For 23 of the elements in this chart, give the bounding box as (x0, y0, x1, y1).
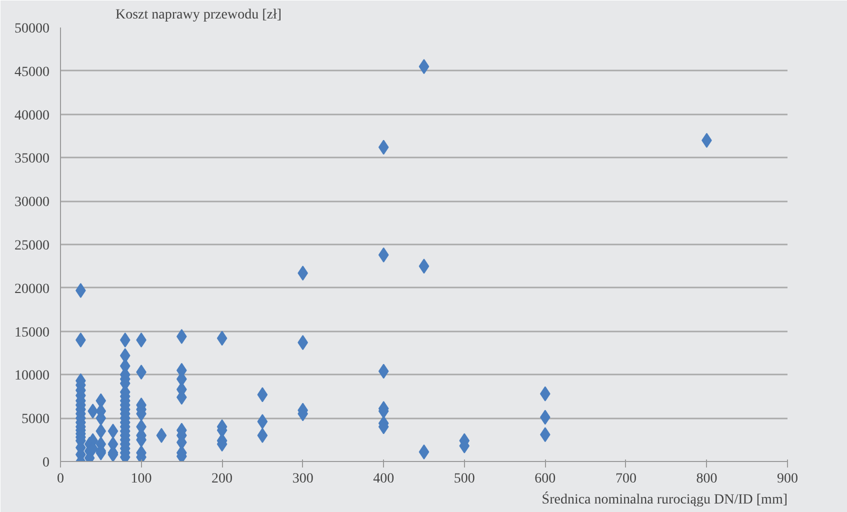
y-axis-title: Koszt naprawy przewodu [zł] (116, 8, 282, 22)
y-tick-label: 15000 (14, 325, 50, 340)
y-tick-label: 25000 (14, 238, 50, 254)
y-tick-label: 5000 (22, 412, 50, 428)
y-tick-label: 10000 (14, 368, 50, 384)
y-tick-label: 0 (42, 456, 50, 470)
x-tick-label: 300 (292, 472, 314, 486)
x-tick-label: 900 (777, 472, 798, 486)
x-axis-title: Średnica nominalna rurociągu DN/ID [mm] (542, 490, 788, 508)
y-tick-label: 45000 (14, 64, 50, 80)
x-tick-label: 700 (615, 472, 636, 486)
y-tick-label: 20000 (14, 282, 50, 297)
x-tick-label: 200 (212, 472, 233, 486)
y-tick-label: 30000 (14, 195, 50, 210)
x-tick-label: 0 (57, 472, 64, 486)
x-tick-label: 100 (130, 472, 152, 486)
x-tick-label: 800 (696, 472, 718, 486)
x-tick-label: 600 (534, 472, 556, 486)
y-tick-label: 50000 (14, 22, 50, 36)
y-tick-label: 35000 (14, 152, 50, 167)
x-tick-label: 400 (373, 472, 394, 486)
x-tick-label: 500 (454, 472, 475, 486)
y-tick-label: 40000 (14, 108, 50, 124)
